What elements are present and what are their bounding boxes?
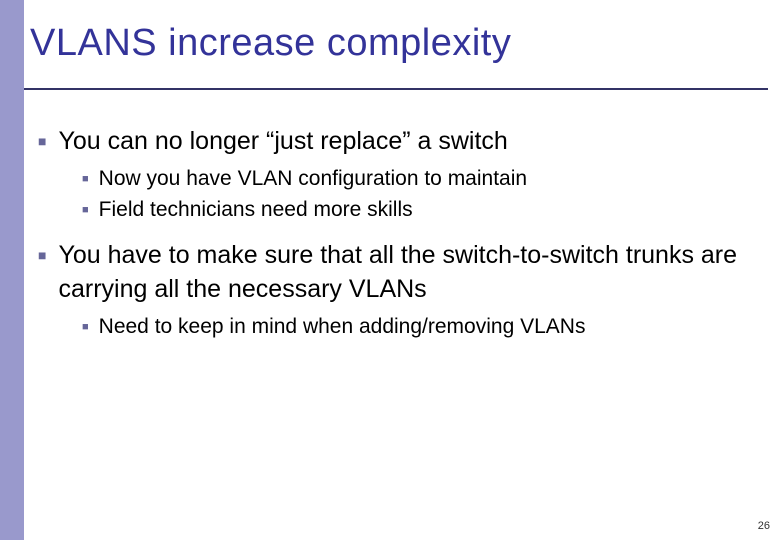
bullet-text: Now you have VLAN configuration to maint… [99,165,527,192]
bullet-text: Need to keep in mind when adding/removin… [99,313,586,340]
bullet-text: You can no longer “just replace” a switc… [58,125,507,159]
slide-content: ■ You can no longer “just replace” a swi… [38,125,758,344]
slide-sidebar [0,0,24,540]
bullet-level1: ■ You can no longer “just replace” a swi… [38,125,758,159]
square-bullet-icon: ■ [82,173,89,185]
square-bullet-icon: ■ [82,321,89,333]
slide-title: VLANS increase complexity [30,22,511,65]
square-bullet-icon: ■ [38,133,46,149]
square-bullet-icon: ■ [38,247,46,263]
bullet-text: Field technicians need more skills [99,196,413,223]
bullet-level2: ■ Need to keep in mind when adding/remov… [82,313,758,340]
bullet-text: You have to make sure that all the switc… [58,239,758,307]
page-number: 26 [758,520,770,532]
bullet-level1: ■ You have to make sure that all the swi… [38,239,758,307]
bullet-level2: ■ Now you have VLAN configuration to mai… [82,165,758,192]
square-bullet-icon: ■ [82,204,89,216]
title-underline [24,88,768,90]
bullet-level2: ■ Field technicians need more skills [82,196,758,223]
spacer [38,227,758,239]
